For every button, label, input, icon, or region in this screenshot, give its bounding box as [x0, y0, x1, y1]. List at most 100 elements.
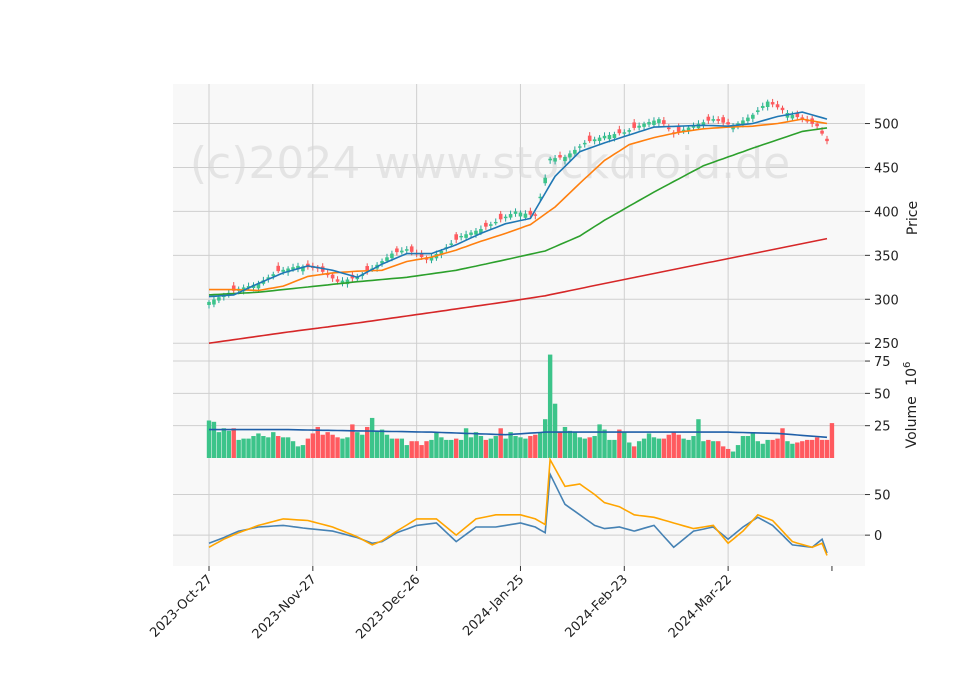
volume-bar [538, 432, 543, 458]
volume-bar [488, 438, 494, 458]
candle [296, 262, 300, 273]
volume-bar [295, 446, 301, 458]
candle [523, 210, 528, 221]
volume-bar [671, 432, 676, 458]
volume-bar [404, 445, 409, 458]
volume-bar [483, 439, 489, 458]
volume-bar [429, 439, 434, 458]
volume-bar [587, 437, 592, 458]
candle [746, 114, 750, 124]
volume-bar [780, 428, 785, 458]
volume-bar [325, 432, 330, 458]
volume-bar [651, 437, 657, 458]
price-axis-label: Price [905, 201, 921, 235]
volume-bar [730, 451, 736, 458]
candle [513, 208, 518, 217]
y-tick-label: 75 [874, 355, 891, 370]
volume-bar [330, 434, 335, 458]
candle [617, 125, 622, 136]
candle [573, 146, 577, 156]
volume-bar [320, 434, 325, 458]
volume-bar [760, 443, 765, 458]
volume-bar [750, 432, 756, 458]
candle [276, 262, 281, 274]
candle [340, 277, 345, 287]
volume-ma-line [209, 428, 828, 439]
volume-bar [800, 441, 805, 458]
candle [602, 132, 607, 141]
volume-bar [617, 429, 622, 458]
y-tick-label: 450 [874, 161, 899, 176]
candle [518, 210, 523, 220]
volume-bar [636, 441, 642, 458]
y-tick-label: 300 [874, 293, 899, 308]
volume-bar [745, 436, 751, 458]
volume-bar [557, 432, 563, 458]
volume-bar [355, 432, 360, 458]
indicator-lines [208, 111, 828, 556]
volume-bar [473, 432, 479, 458]
candle [741, 117, 745, 128]
candle [637, 122, 641, 131]
volume-bar [251, 436, 256, 458]
volume-bar [345, 437, 350, 458]
volume-bar [819, 439, 825, 458]
price-panel [173, 84, 865, 352]
y-axis-ticks: 250 300 350 400 450 500 25 50 75 0 50 [865, 118, 899, 544]
candle [825, 135, 829, 145]
volume-bar [300, 445, 306, 458]
y-tick-label: 25 [874, 420, 891, 435]
candle [582, 140, 587, 148]
candle [681, 126, 686, 134]
volume-bar [266, 437, 271, 458]
candle [459, 233, 463, 241]
volume-bar [463, 428, 469, 458]
candle [231, 282, 236, 294]
volume-bar [711, 441, 716, 458]
candle [563, 154, 567, 165]
candle [666, 124, 671, 132]
volume-bar [814, 437, 820, 458]
volume-bar [696, 419, 701, 458]
volume-bar [389, 438, 395, 458]
candle [706, 114, 711, 125]
volume-bar [567, 430, 573, 458]
volume-bar [498, 428, 503, 458]
candle [489, 221, 493, 230]
volume-bar [523, 438, 528, 458]
volume-bar [513, 436, 518, 458]
volume-bar [597, 424, 602, 458]
candle [775, 100, 780, 110]
volume-bar [607, 439, 612, 458]
candle [568, 150, 572, 161]
volume-bar [246, 438, 251, 458]
volume-bar [414, 441, 419, 458]
watermark: (c)2024 www.stockdroid.de [190, 138, 790, 189]
volume-bar [775, 438, 780, 458]
candle [543, 174, 547, 186]
volume-bar [656, 438, 662, 458]
oscillator-line-a [208, 471, 828, 554]
volume-bar [310, 433, 316, 458]
volume-bar [795, 442, 800, 458]
volume-bar [231, 428, 236, 458]
volume-bar [290, 441, 296, 458]
volume-bar [805, 439, 810, 458]
volume-bar [829, 423, 835, 458]
candle [558, 151, 562, 160]
volume-bar [666, 434, 671, 458]
oscillator-line-b [208, 456, 828, 556]
volume-bar [379, 429, 385, 458]
volume-bar [280, 437, 286, 458]
volume-bar [725, 448, 731, 458]
volume-bar [755, 441, 760, 458]
candle [578, 143, 582, 152]
candle [553, 154, 557, 165]
volume-bar [592, 436, 597, 458]
volume-bar [622, 432, 627, 458]
volume-bar [394, 438, 400, 458]
candle [301, 264, 305, 275]
volume-bar [627, 442, 632, 458]
volume-bar [444, 439, 449, 458]
